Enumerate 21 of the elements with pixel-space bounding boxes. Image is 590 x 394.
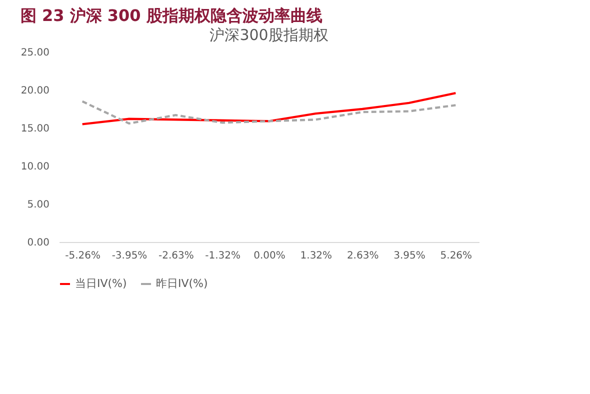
line-series [81,92,457,126]
y-tick-label: 10.00 [20,162,50,172]
y-tick-label: 25.00 [20,48,50,58]
x-tick-label: 3.95% [394,250,426,262]
x-tick-label: 5.26% [440,250,472,262]
y-tick-label: 0.00 [27,238,50,248]
chart-subtitle: 沪深300股指期权 [210,26,328,44]
line-series [81,100,457,125]
legend-label: 昨日IV(%) [156,277,208,290]
x-tick-label: 0.00% [254,250,286,262]
y-tick-label: 5.00 [27,200,50,210]
legend-label: 当日IV(%) [75,277,127,290]
x-tick-label: -3.95% [112,250,148,262]
chart-title: 图 23 沪深 300 股指期权隐含波动率曲线 [20,6,322,25]
y-tick-label: 15.00 [20,124,50,134]
y-tick-label: 20.00 [20,86,50,96]
x-tick-label: -1.32% [205,250,241,262]
x-tick-label: 2.63% [346,250,379,262]
x-tick-label: -5.26% [65,250,101,262]
x-tick-label: 1.32% [300,250,332,262]
x-tick-label: -2.63% [158,250,194,262]
